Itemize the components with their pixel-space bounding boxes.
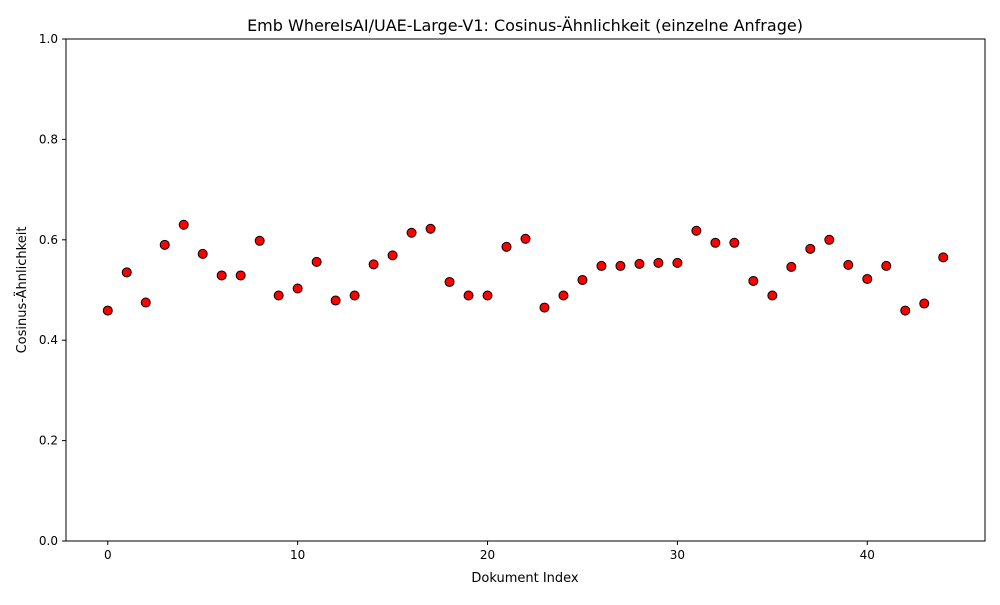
data-point bbox=[805, 243, 816, 254]
data-point bbox=[140, 297, 151, 308]
data-point bbox=[501, 241, 512, 252]
data-point bbox=[292, 283, 303, 294]
data-point bbox=[729, 237, 740, 248]
data-point bbox=[178, 219, 189, 230]
data-point bbox=[672, 257, 683, 268]
data-point bbox=[387, 250, 398, 261]
y-tick-label: 0.2 bbox=[39, 434, 58, 448]
x-tick-label: 30 bbox=[670, 548, 685, 562]
data-point bbox=[577, 274, 588, 285]
data-point bbox=[121, 267, 132, 278]
data-point bbox=[786, 261, 797, 272]
data-point bbox=[558, 290, 569, 301]
data-point bbox=[197, 248, 208, 259]
x-tick-label: 10 bbox=[290, 548, 305, 562]
y-axis-label: Cosinus-Ähnlichkeit bbox=[14, 227, 30, 354]
data-point bbox=[843, 259, 854, 270]
y-tick-label: 1.0 bbox=[39, 32, 58, 46]
data-point bbox=[767, 290, 778, 301]
data-point bbox=[900, 305, 911, 316]
x-tick-label: 20 bbox=[480, 548, 495, 562]
data-point bbox=[425, 223, 436, 234]
data-point bbox=[330, 295, 341, 306]
data-point bbox=[216, 270, 227, 281]
data-point bbox=[881, 260, 892, 271]
x-axis-ticks: 0 10 20 30 40 bbox=[104, 541, 875, 562]
data-point bbox=[520, 233, 531, 244]
data-point bbox=[539, 302, 550, 313]
data-point bbox=[615, 260, 626, 271]
y-tick-label: 0.6 bbox=[39, 233, 58, 247]
data-point bbox=[368, 259, 379, 270]
y-tick-label: 0.4 bbox=[39, 333, 58, 347]
data-point bbox=[482, 290, 493, 301]
data-point bbox=[691, 225, 702, 236]
data-point bbox=[653, 257, 664, 268]
data-point bbox=[311, 256, 322, 267]
y-tick-label: 0.8 bbox=[39, 132, 58, 146]
data-points bbox=[102, 219, 949, 316]
data-point bbox=[938, 252, 949, 263]
data-point bbox=[349, 290, 360, 301]
data-point bbox=[102, 305, 113, 316]
data-point bbox=[273, 290, 284, 301]
data-point bbox=[406, 227, 417, 238]
y-tick-label: 0.0 bbox=[39, 534, 58, 548]
data-point bbox=[824, 234, 835, 245]
data-point bbox=[235, 270, 246, 281]
data-point bbox=[254, 235, 265, 246]
data-point bbox=[463, 290, 474, 301]
data-point bbox=[159, 239, 170, 250]
x-axis-label: Dokument Index bbox=[471, 571, 579, 586]
x-tick-label: 40 bbox=[860, 548, 875, 562]
data-point bbox=[710, 237, 721, 248]
plot-area-frame bbox=[65, 38, 986, 542]
chart-title: Emb WhereIsAI/UAE-Large-V1: Cosinus-Ähnl… bbox=[247, 16, 803, 35]
data-point bbox=[919, 298, 930, 309]
x-tick-label: 0 bbox=[104, 548, 112, 562]
data-point bbox=[596, 260, 607, 271]
y-axis-ticks: 0.0 0.2 0.4 0.6 0.8 1.0 bbox=[39, 32, 66, 548]
data-point bbox=[634, 258, 645, 269]
data-point bbox=[862, 273, 873, 284]
data-point bbox=[444, 276, 455, 287]
data-point bbox=[748, 275, 759, 286]
